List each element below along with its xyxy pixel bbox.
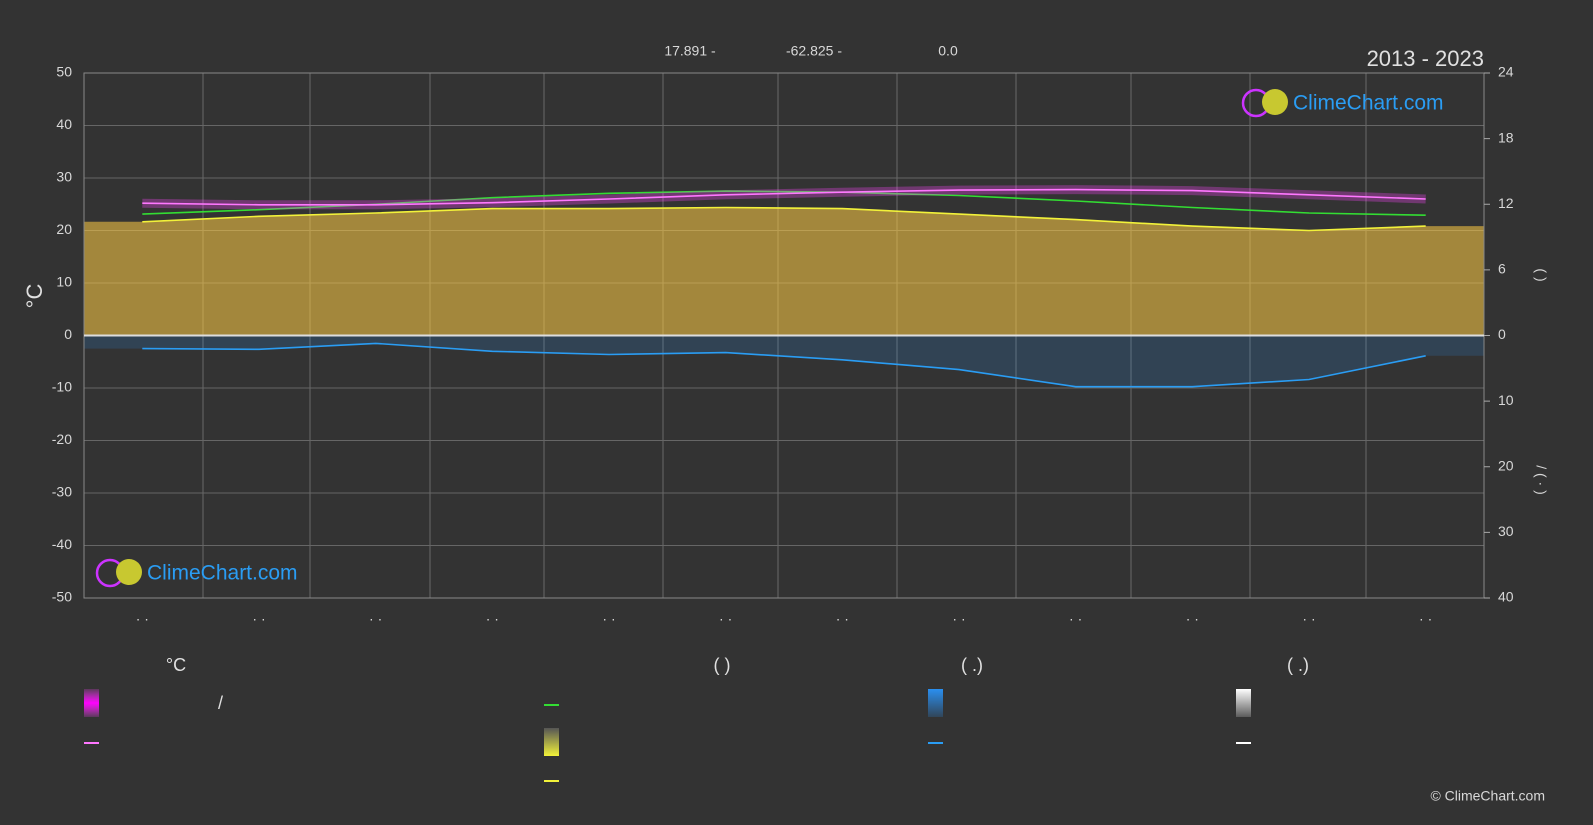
line [142, 188, 1426, 206]
y-tick-label: -50 [52, 589, 72, 605]
y3-tick-label: 40 [1498, 589, 1514, 605]
y-tick-label: 30 [56, 169, 72, 185]
y2-tick-label: 0 [1498, 326, 1506, 342]
legend-header: ( .) [961, 655, 983, 675]
x-tick-label: · · [486, 611, 499, 627]
logo-text: ClimeChart.com [147, 562, 298, 585]
y-tick-label: 40 [56, 116, 72, 132]
legend-swatch [544, 728, 559, 756]
x-tick-label: · · [369, 611, 382, 627]
y-tick-label: 50 [56, 64, 72, 80]
x-tick-label: · · [1186, 611, 1199, 627]
longitude: -62.825 - [786, 43, 842, 59]
logo-text: ClimeChart.com [1293, 92, 1444, 115]
elevation: 0.0 [938, 43, 958, 59]
legend-swatch [84, 689, 99, 717]
x-tick-label: · · [1419, 611, 1432, 627]
y-tick-label: 0 [64, 326, 72, 342]
legend: °C ( ) ( .) ( .) / [84, 655, 1309, 782]
logo-top: ClimeChart.com [1241, 88, 1444, 118]
y2-tick-label: 18 [1498, 129, 1514, 145]
legend-swatch [928, 689, 943, 717]
legend-header: ( .) [1287, 655, 1309, 675]
x-tick-label: · · [252, 611, 265, 627]
line [142, 342, 1426, 388]
y-tick-label: 10 [56, 274, 72, 290]
copyright: © ClimeChart.com [1430, 788, 1545, 804]
logo-bottom: ClimeChart.com [95, 558, 298, 588]
area [84, 207, 1484, 336]
area [84, 335, 1484, 387]
y-tick-label: 20 [56, 221, 72, 237]
x-tick-label: · · [602, 611, 615, 627]
y-tick-label: -20 [52, 431, 72, 447]
legend-swatch [1236, 689, 1251, 717]
y3-axis-label: / ( · ) [1533, 465, 1549, 495]
y2-tick-label: 24 [1498, 64, 1514, 80]
line [142, 206, 1426, 232]
y-tick-label: -40 [52, 536, 72, 552]
y3-tick-label: 30 [1498, 523, 1514, 539]
x-tick-label: · · [952, 611, 965, 627]
x-tick-label: · · [1069, 611, 1082, 627]
x-tick-label: · · [719, 611, 732, 627]
legend-header: °C [166, 655, 186, 675]
y-tick-label: -30 [52, 484, 72, 500]
x-tick-label: · · [836, 611, 849, 627]
legend-text: / [218, 693, 223, 713]
chart-title: 2013 - 2023 [1367, 46, 1484, 71]
x-tick-label: · · [1302, 611, 1315, 627]
y2-tick-label: 6 [1498, 261, 1506, 277]
y3-tick-label: 10 [1498, 392, 1514, 408]
y-tick-label: -10 [52, 379, 72, 395]
x-tick-label: · · [136, 611, 149, 627]
y2-tick-label: 12 [1498, 195, 1514, 211]
y3-tick-label: 20 [1498, 457, 1514, 473]
y2-axis-label: ( ) [1533, 268, 1549, 281]
latitude: 17.891 - [664, 43, 716, 59]
y-axis-label: °C [22, 284, 47, 309]
legend-header: ( ) [714, 655, 731, 675]
